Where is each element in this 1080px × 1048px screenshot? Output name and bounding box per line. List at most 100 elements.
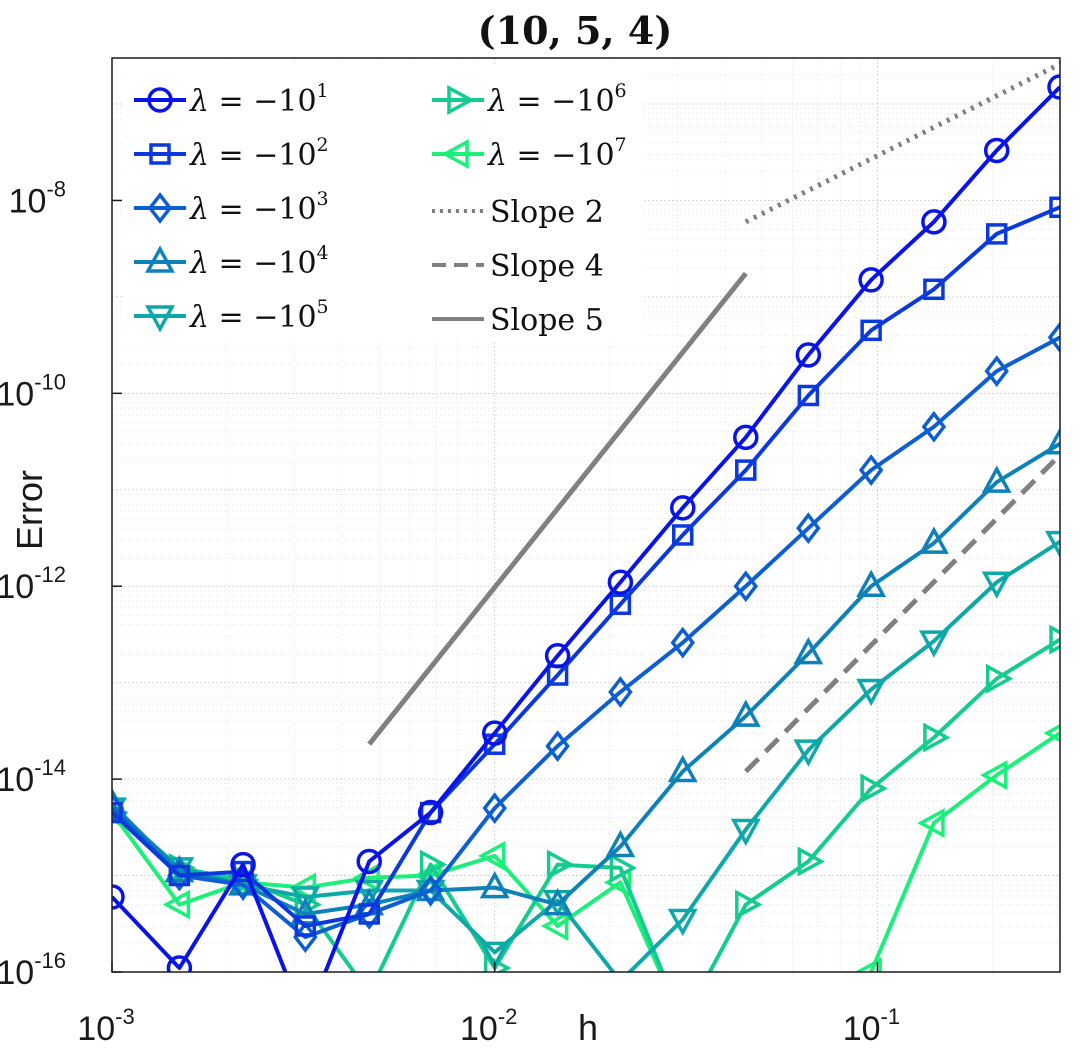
- data-point: [860, 319, 882, 342]
- data-point: [166, 955, 193, 972]
- data-point: [860, 773, 888, 804]
- legend-label: Slope 4: [490, 249, 604, 284]
- data-point: [921, 209, 947, 235]
- data-point: [417, 799, 444, 826]
- data-point: [856, 569, 887, 597]
- data-point: [479, 870, 510, 899]
- legend-label: λ = −101: [189, 80, 329, 119]
- data-point: [1049, 196, 1060, 219]
- data-point: [230, 851, 256, 878]
- data-point: [545, 730, 570, 762]
- series-line: [869, 731, 1060, 972]
- data-point: [418, 874, 443, 907]
- data-point: [735, 459, 757, 481]
- data-point: [858, 267, 884, 293]
- legend-label: λ = −103: [189, 188, 329, 227]
- data-point: [730, 818, 761, 847]
- legend-item: Slope 2: [432, 195, 604, 230]
- legend: λ = −101 λ = −102 λ = −103 λ = −104 λ = −105…: [124, 66, 644, 342]
- series-layer: [112, 74, 1060, 972]
- legend-item: Slope 4: [432, 249, 604, 284]
- reference-line-slope-5: [367, 271, 748, 746]
- data-point: [112, 884, 125, 910]
- data-point: [981, 465, 1012, 493]
- data-point: [985, 663, 1014, 694]
- legend-marker: [447, 85, 475, 115]
- data-point: [607, 569, 634, 595]
- legend-label: λ = −102: [189, 134, 329, 173]
- data-point: [1045, 427, 1060, 455]
- axes-box: [111, 57, 1061, 973]
- data-point: [984, 355, 1009, 387]
- data-point: [357, 898, 382, 930]
- series-3: [112, 321, 1060, 953]
- chart-title: (10, 5, 4): [478, 8, 673, 53]
- data-point: [294, 915, 317, 937]
- legend-marker: [145, 245, 175, 273]
- data-point: [419, 849, 448, 880]
- reference-line-slope-4: [744, 453, 1060, 774]
- data-point: [918, 526, 949, 554]
- legend-label: λ = −105: [189, 296, 329, 335]
- data-point: [669, 495, 696, 521]
- series-1: [112, 74, 1060, 972]
- series-line: [112, 85, 1060, 972]
- legend-marker: [147, 87, 173, 113]
- data-point: [609, 852, 638, 883]
- data-point: [793, 739, 824, 767]
- data-point: [609, 593, 632, 616]
- data-point: [793, 636, 824, 665]
- legend-label: λ = −107: [487, 134, 627, 173]
- data-point: [980, 760, 1008, 791]
- series-line: [112, 205, 1060, 928]
- legend-item: λ = −105: [134, 296, 329, 335]
- y-tick-label: 10-12: [0, 562, 66, 606]
- legend-item: Slope 5: [432, 303, 604, 338]
- legend-label: Slope 5: [490, 303, 604, 338]
- data-point: [796, 512, 821, 545]
- legend-box: [124, 66, 644, 342]
- data-point: [733, 424, 759, 451]
- legend-item: λ = −101: [134, 80, 329, 119]
- series-line: [112, 539, 1060, 972]
- legend-item: λ = −104: [134, 242, 329, 281]
- data-point: [354, 879, 385, 908]
- data-point: [1047, 74, 1060, 100]
- legend-marker: [147, 192, 173, 224]
- data-point: [1049, 624, 1060, 655]
- data-point: [605, 829, 636, 858]
- data-point: [290, 886, 321, 914]
- data-point: [415, 873, 446, 902]
- data-point: [923, 278, 945, 301]
- data-point: [542, 887, 573, 916]
- y-tick-label: 10-16: [0, 948, 66, 992]
- data-point: [667, 754, 698, 783]
- legend-item: λ = −103: [134, 188, 329, 227]
- series-line: [112, 335, 1060, 940]
- x-tick-label: 10-2: [460, 1004, 517, 1048]
- data-point: [730, 699, 761, 727]
- data-point: [854, 957, 882, 972]
- x-tick-label: 10-1: [843, 1004, 900, 1048]
- data-point: [671, 524, 694, 546]
- legend-label: Slope 2: [490, 195, 604, 230]
- data-point: [540, 911, 569, 941]
- data-point: [667, 908, 698, 937]
- data-point: [1045, 530, 1060, 559]
- legend-label: λ = −106: [487, 80, 627, 119]
- reference-lines: [367, 61, 1060, 774]
- y-tick-label: 10-10: [0, 369, 66, 413]
- legend-marker: [149, 143, 171, 165]
- data-point: [735, 889, 763, 920]
- data-point: [670, 626, 695, 659]
- data-point: [112, 801, 123, 824]
- series-2: [112, 196, 1060, 937]
- data-point: [797, 384, 820, 407]
- data-point: [985, 223, 1008, 245]
- data-point: [983, 137, 1010, 164]
- legend-label: λ = −104: [189, 242, 329, 281]
- data-point: [479, 941, 510, 969]
- data-point: [733, 570, 759, 603]
- data-point: [981, 571, 1012, 599]
